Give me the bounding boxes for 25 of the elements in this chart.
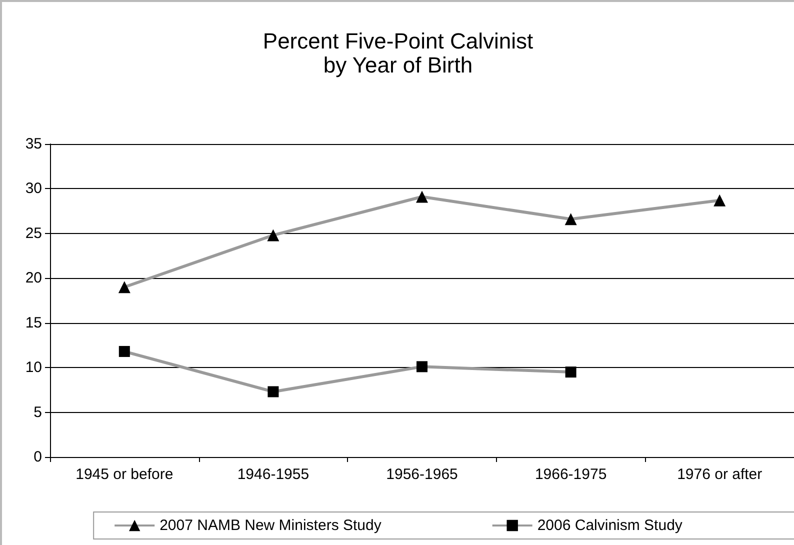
chart-title: Percent Five-Point Calvinist by Year of Birth <box>262 28 534 78</box>
point <box>267 229 280 242</box>
y-tick-label: 25 <box>25 224 42 242</box>
point <box>565 366 576 378</box>
point <box>714 194 726 206</box>
y-tick-label: 0 <box>34 448 42 466</box>
x-tick-label: 1976 or after <box>677 466 762 483</box>
x-tick-label: 1956-1965 <box>386 466 458 483</box>
x-tick-label: 1945 or before <box>76 466 174 483</box>
legend-label: 2007 NAMB New Ministers Study <box>160 517 382 534</box>
legend-label: 2006 Calvinism Study <box>537 517 683 534</box>
y-tick-label: 30 <box>25 180 42 198</box>
point <box>118 346 130 357</box>
point <box>416 190 428 203</box>
point <box>118 281 130 294</box>
x-tick-label: 1946-1955 <box>237 466 310 483</box>
point <box>268 386 279 398</box>
x-tick-label: 1966-1975 <box>534 466 607 483</box>
y-tick-label: 5 <box>34 404 42 421</box>
point <box>564 213 577 226</box>
y-tick-label: 35 <box>25 136 42 152</box>
y-tick-label: 15 <box>25 314 42 332</box>
point <box>416 361 428 372</box>
y-tick-label: 10 <box>25 359 42 376</box>
y-tick-label: 20 <box>25 270 42 287</box>
